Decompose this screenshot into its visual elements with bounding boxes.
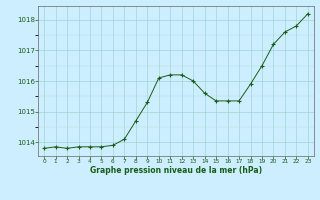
X-axis label: Graphe pression niveau de la mer (hPa): Graphe pression niveau de la mer (hPa) bbox=[90, 166, 262, 175]
